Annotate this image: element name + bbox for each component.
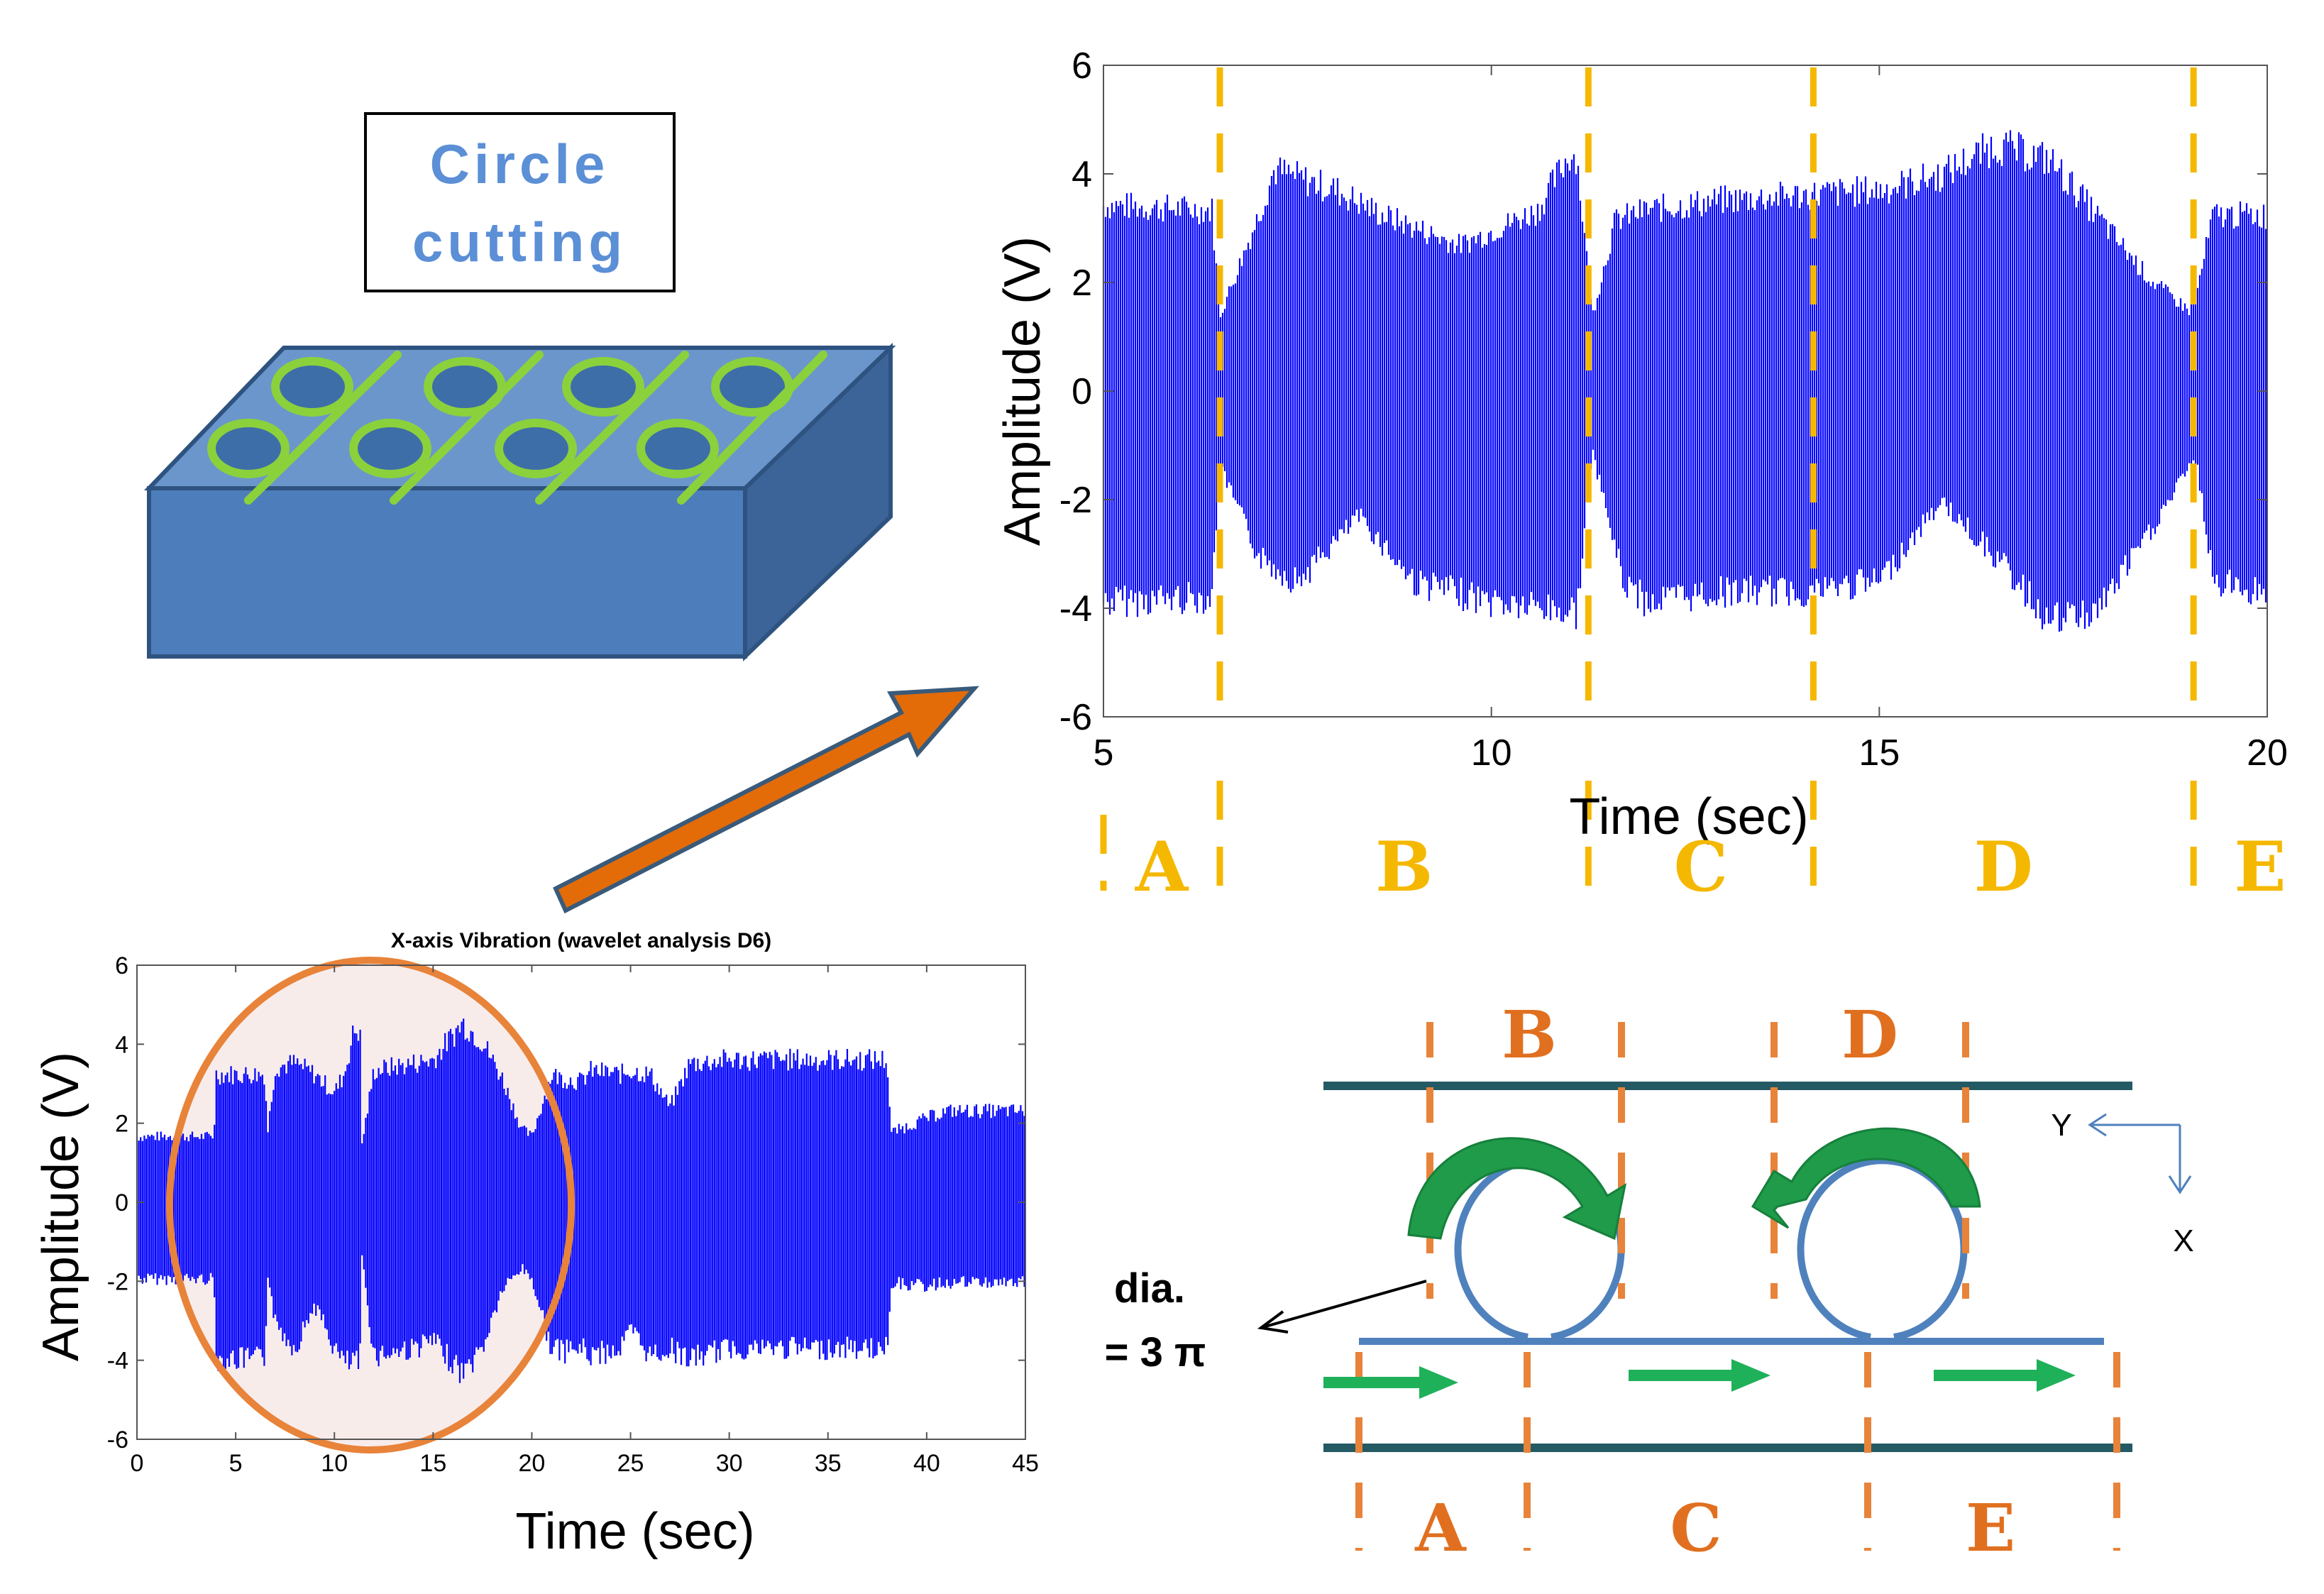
x-tick-label: 45 [1012, 1450, 1039, 1477]
title-line-1: Circle [430, 133, 610, 195]
x-tick-label: 15 [419, 1450, 446, 1477]
section-label-e: E [1966, 1490, 2015, 1566]
circle-cut-mark [637, 419, 719, 478]
section-boundaries [1355, 1022, 2120, 1551]
block-front-face [147, 486, 747, 659]
y-tick-label: -6 [107, 1427, 128, 1453]
y-tick-label: 6 [1072, 45, 1092, 87]
section-label-a: A [1414, 1490, 1467, 1566]
y-tick-label: -2 [1059, 480, 1092, 521]
tool-path-circle-right [1797, 1157, 1968, 1341]
x-tick-label: 5 [229, 1450, 243, 1477]
y-tick-label: 6 [115, 952, 128, 979]
straight-cut-line [677, 351, 827, 505]
title-box-frame [364, 112, 676, 292]
segment-label: B [1375, 827, 1433, 907]
straight-cut-line [535, 351, 689, 505]
y-tick-label: -4 [107, 1348, 128, 1375]
y-tick-label: 2 [1072, 263, 1092, 304]
circle-cut-mark [349, 419, 431, 478]
x-tick-label: 30 [716, 1450, 743, 1477]
x-tick-label: 20 [2247, 732, 2288, 774]
x-tick-label: 10 [321, 1450, 348, 1477]
x-tick-label: 15 [1858, 732, 1900, 774]
top-chart-ylabel: Amplitude (V) [994, 236, 1051, 546]
toolpath-diagram: B D A C E Y X dia. = 3 π [1105, 996, 2194, 1566]
x-axis-arrow-head [2168, 1175, 2192, 1194]
section-label-d: D [1841, 996, 1898, 1073]
x-tick-label: 20 [519, 1450, 546, 1477]
x-tick-label: 5 [1094, 732, 1114, 774]
segment-label: E [2234, 827, 2286, 907]
x-tick-label: 25 [617, 1450, 644, 1477]
diameter-label-line-1: dia. [1114, 1265, 1185, 1312]
highlight-ellipse [166, 957, 575, 1453]
rotate-arrow-clockwise [1407, 1137, 1627, 1241]
x-tick-label: 35 [815, 1450, 842, 1477]
diameter-pointer-line [1262, 1280, 1427, 1329]
y-tick-label: 2 [115, 1111, 128, 1138]
top-chart-xlabel: Time (sec) [1569, 788, 1808, 845]
circle-cut-mark [495, 419, 577, 478]
x-axis-label: X [2173, 1224, 2193, 1258]
circle-cut-mark [562, 357, 644, 417]
circle-cut-mark [271, 357, 353, 417]
feed-arrow-2 [1629, 1359, 1770, 1392]
y-tick-label: -6 [1059, 697, 1092, 738]
axis-indicator: Y X [2051, 1108, 2193, 1258]
straight-cut-line [244, 351, 402, 505]
y-axis-label: Y [2051, 1108, 2071, 1143]
circle-cut-mark [207, 419, 290, 478]
diameter-label-line-2: = 3 π [1105, 1329, 1206, 1375]
x-tick-label: 40 [913, 1450, 940, 1477]
bottom-chart-ylabel: Amplitude (V) [33, 1052, 89, 1361]
top-chart-segment-labels: A B C D E [1135, 827, 2286, 907]
title-line-2: cutting [412, 211, 627, 273]
title-box: Circle cutting [364, 112, 676, 292]
top-chart-boundaries [1100, 67, 2197, 891]
y-tick-label: 4 [115, 1031, 128, 1058]
segment-label: D [1974, 827, 2033, 907]
segment-label: C [1674, 827, 1728, 907]
feed-arrow-1 [1323, 1366, 1458, 1399]
y-tick-label: -4 [1059, 588, 1092, 630]
y-tick-label: 0 [1072, 371, 1092, 412]
rotate-arrow-counterclockwise [1751, 1127, 1981, 1229]
section-label-c: C [1670, 1490, 1722, 1566]
x-tick-label: 10 [1471, 732, 1512, 774]
diameter-pointer-head [1257, 1310, 1289, 1334]
segment-label: A [1135, 827, 1189, 907]
bottom-chart-title: X-axis Vibration (wavelet analysis D6) [391, 929, 771, 952]
section-label-b: B [1502, 996, 1557, 1073]
y-tick-label: 0 [115, 1189, 128, 1216]
y-axis-arrow-head [2088, 1113, 2107, 1137]
x-tick-label: 0 [131, 1450, 144, 1477]
workpiece-block [143, 342, 896, 662]
feed-arrow-3 [1934, 1359, 2076, 1392]
feed-arrows [1323, 1359, 2076, 1399]
pointer-arrow [553, 686, 979, 914]
straight-cut-line [390, 351, 544, 505]
y-tick-label: -2 [107, 1268, 128, 1295]
circle-cut-marks [207, 351, 827, 505]
y-tick-label: 4 [1072, 154, 1092, 195]
bottom-chart-xlabel: Time (sec) [515, 1503, 754, 1560]
